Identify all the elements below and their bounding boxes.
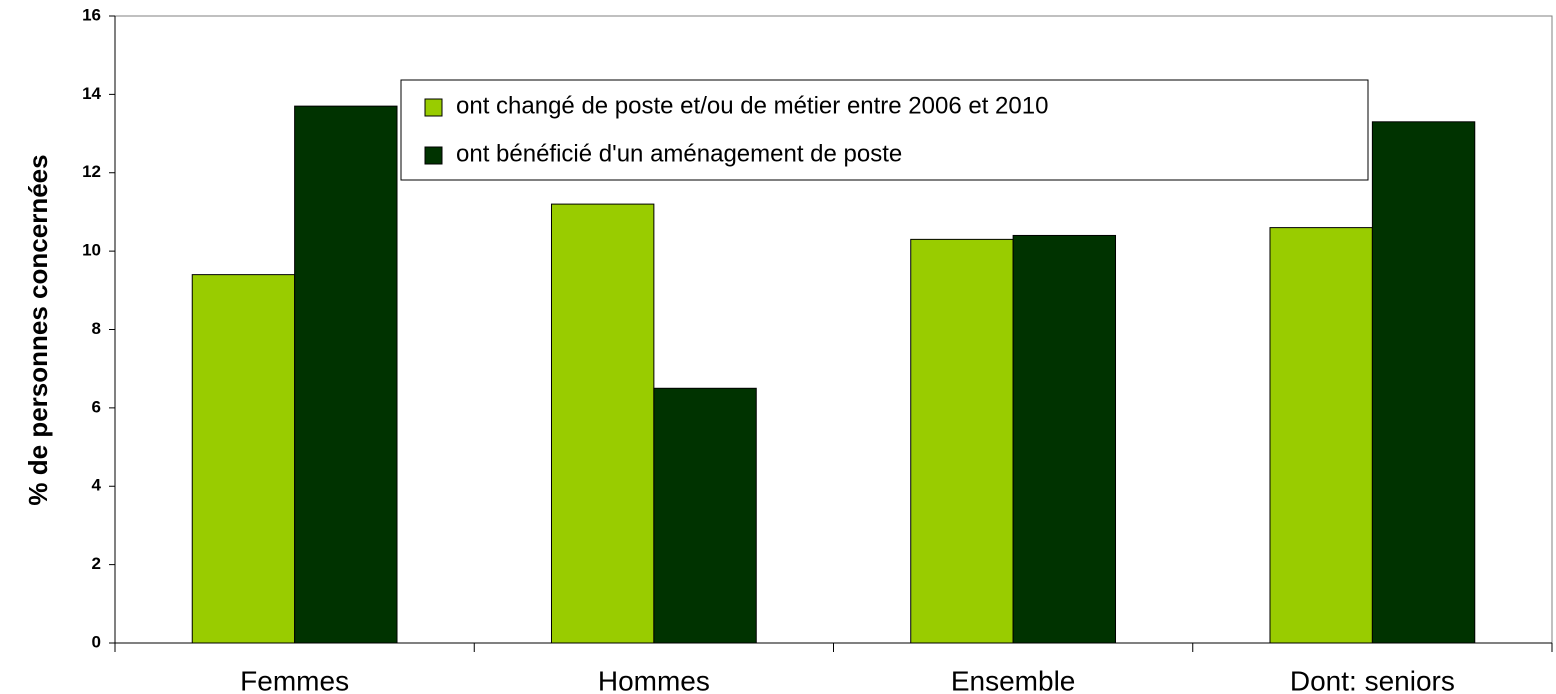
legend-swatch xyxy=(424,98,443,117)
y-tick-label: 10 xyxy=(82,241,101,260)
y-tick-label: 0 xyxy=(92,632,101,651)
bar xyxy=(294,105,398,644)
bar xyxy=(191,274,296,644)
y-tick-label: 6 xyxy=(92,397,101,416)
bar xyxy=(1012,234,1117,644)
x-tick-label: Dont: seniors xyxy=(1290,665,1455,694)
bar xyxy=(550,203,655,644)
y-tick-label: 4 xyxy=(92,476,102,495)
x-tick-label: Femmes xyxy=(240,665,349,694)
x-tick-label: Ensemble xyxy=(951,665,1076,694)
legend-label: ont bénéficié d'un aménagement de poste xyxy=(456,140,902,167)
bar xyxy=(1269,227,1373,644)
bar xyxy=(1371,121,1476,644)
bar xyxy=(653,387,757,644)
legend-label: ont changé de poste et/ou de métier entr… xyxy=(456,92,1048,119)
y-tick-label: 8 xyxy=(92,319,101,338)
x-tick-label: Hommes xyxy=(598,665,710,694)
bar xyxy=(910,238,1014,644)
legend-swatch xyxy=(424,146,443,165)
y-axis-title: % de personnes concernées xyxy=(23,154,53,505)
legend-box xyxy=(400,79,1369,181)
y-tick-label: 2 xyxy=(92,554,101,573)
y-tick-label: 16 xyxy=(82,5,101,24)
y-tick-label: 12 xyxy=(82,162,101,181)
y-tick-label: 14 xyxy=(82,84,101,103)
